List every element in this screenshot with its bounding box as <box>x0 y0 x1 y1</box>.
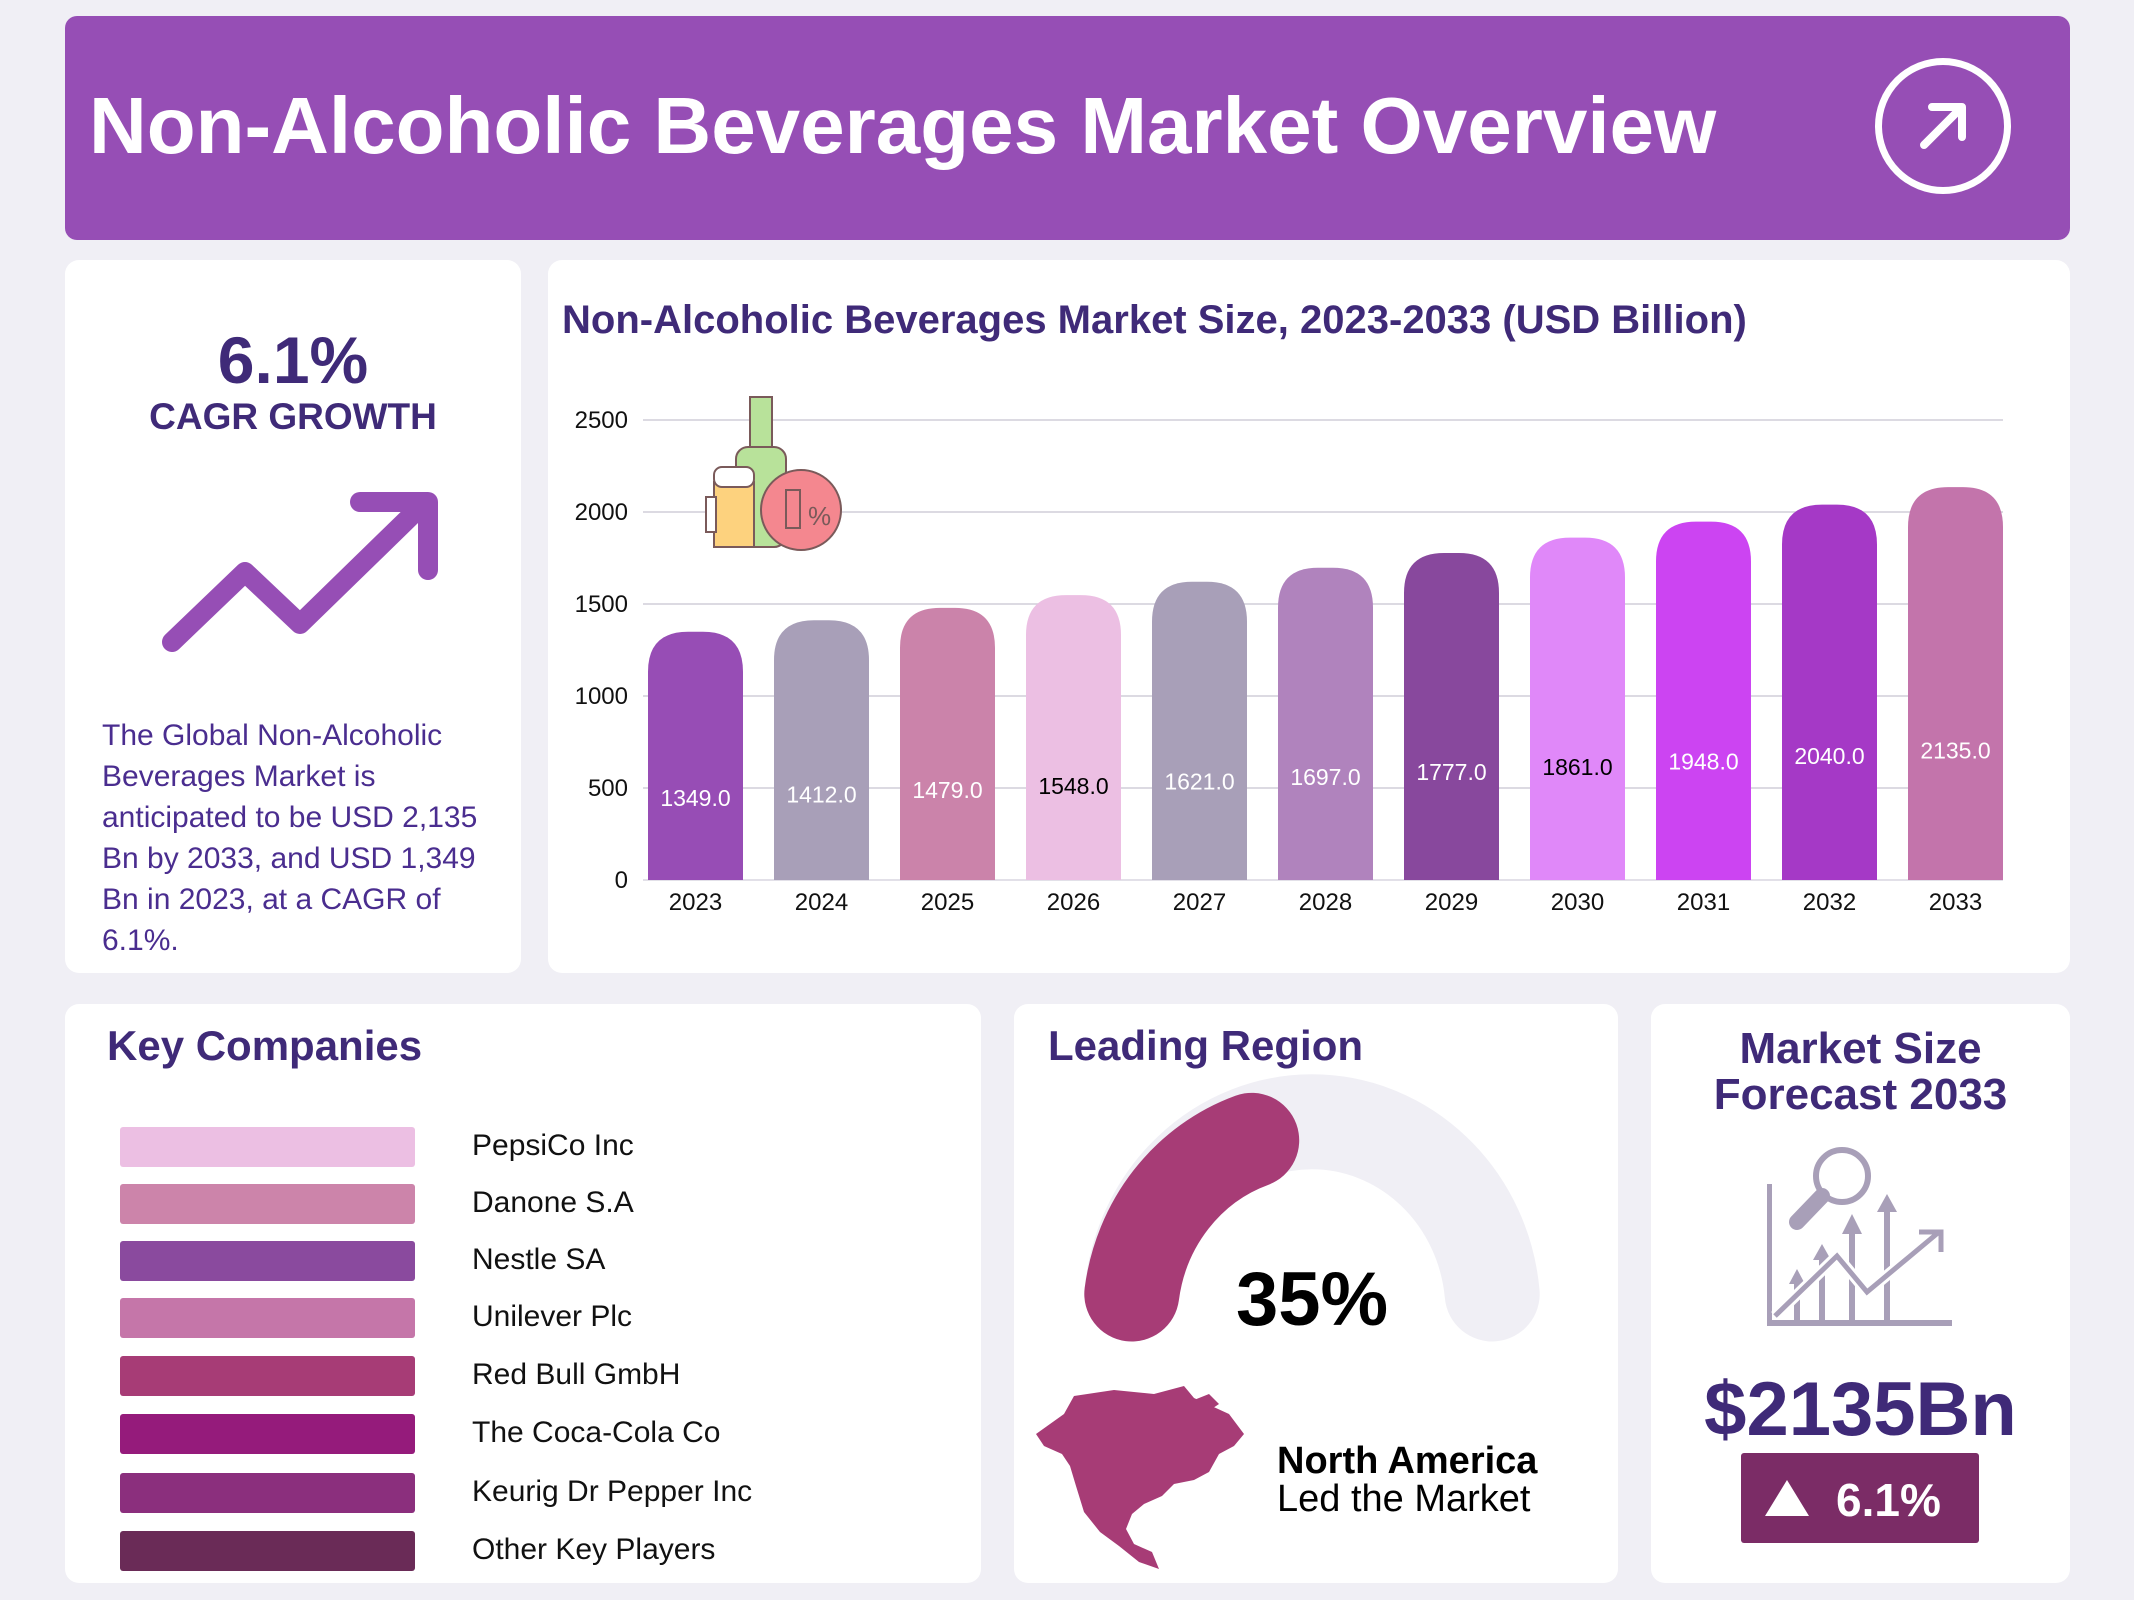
header-banner: Non-Alcoholic Beverages Market Overview <box>65 16 2070 240</box>
growth-value: 6.1% <box>1836 1474 1941 1526</box>
company-name: Keurig Dr Pepper Inc <box>472 1475 753 1508</box>
chart-title: Non-Alcoholic Beverages Market Size, 202… <box>562 298 1747 342</box>
y-tick-label: 0 <box>615 867 628 894</box>
trend-up-arrow-icon <box>162 492 438 652</box>
region-name: North America <box>1277 1440 1538 1482</box>
bar <box>900 607 995 880</box>
data-label: 1861.0 <box>1542 754 1612 780</box>
arrow-up-right-circle-icon[interactable] <box>1875 58 2011 194</box>
bar <box>1026 595 1121 880</box>
data-label: 1479.0 <box>912 777 982 803</box>
bar <box>774 620 869 880</box>
company-swatch <box>120 1356 415 1396</box>
bar <box>648 631 743 880</box>
x-tick-label: 2031 <box>1677 889 1730 916</box>
forecast-title-line2: Forecast 2033 <box>1713 1070 2008 1119</box>
cagr-label: CAGR GROWTH <box>149 396 437 437</box>
data-label: 1349.0 <box>660 785 730 811</box>
company-swatch <box>120 1414 415 1454</box>
growth-badge: 6.1% <box>1741 1453 1979 1543</box>
company-swatch <box>120 1241 415 1281</box>
data-label: 2135.0 <box>1920 737 1990 763</box>
x-tick-label: 2023 <box>669 889 722 916</box>
data-label: 1548.0 <box>1038 773 1108 799</box>
key-companies-title: Key Companies <box>107 1022 423 1069</box>
company-name: Other Key Players <box>472 1533 716 1566</box>
data-label: 1621.0 <box>1164 769 1234 795</box>
company-name: Unilever Plc <box>472 1300 633 1333</box>
x-tick-label: 2030 <box>1551 889 1604 916</box>
y-tick-label: 1000 <box>575 683 628 710</box>
data-label: 1777.0 <box>1416 759 1486 785</box>
company-name: Red Bull GmbH <box>472 1358 681 1391</box>
chart-panel: Non-Alcoholic Beverages Market Size, 202… <box>548 260 2070 973</box>
svg-text:%: % <box>808 501 831 531</box>
x-tick-label: 2025 <box>921 889 974 916</box>
forecast-value: $2135Bn <box>1704 1367 2017 1452</box>
bar <box>1908 487 2003 880</box>
company-name: PepsiCo Inc <box>472 1129 634 1162</box>
company-swatch <box>120 1127 415 1167</box>
bar <box>1782 504 1877 880</box>
bar-chart: 0 500 1000 1500 2000 2500 1349.0 2023 1412.0 2024… <box>575 396 2003 916</box>
bar <box>1404 553 1499 880</box>
region-gauge <box>1084 1074 1540 1342</box>
beverages-zero-percent-icon: % <box>705 396 842 551</box>
x-tick-label: 2032 <box>1803 889 1856 916</box>
north-america-map-icon <box>1036 1386 1244 1569</box>
company-swatch <box>120 1184 415 1224</box>
company-swatch <box>120 1531 415 1571</box>
x-tick-label: 2027 <box>1173 889 1226 916</box>
triangle-up-icon <box>1765 1480 1809 1516</box>
market-analysis-chart-icon <box>1767 1147 1952 1326</box>
data-label: 1412.0 <box>786 781 856 807</box>
leading-region-title: Leading Region <box>1048 1022 1363 1069</box>
page-title: Non-Alcoholic Beverages Market Overview <box>89 81 1717 170</box>
leading-region-panel: Leading Region 35% North America Led the… <box>1014 1004 1618 1583</box>
cagr-value: 6.1% <box>217 323 369 397</box>
x-tick-label: 2028 <box>1299 889 1352 916</box>
company-swatch <box>120 1298 415 1338</box>
data-label: 1697.0 <box>1290 764 1360 790</box>
x-tick-label: 2024 <box>795 889 848 916</box>
bar <box>1656 521 1751 880</box>
y-tick-label: 2000 <box>575 499 628 526</box>
key-companies-panel: Key Companies PepsiCo Inc Danone S.A Nestl… <box>65 1004 981 1583</box>
company-name: Danone S.A <box>472 1186 634 1219</box>
region-subtitle: Led the Market <box>1277 1478 1531 1520</box>
gauge-fill <box>1084 1092 1300 1342</box>
cagr-description: The Global Non-Alcoholic Beverages Marke… <box>102 719 478 957</box>
bar <box>1278 567 1373 880</box>
company-name: Nestle SA <box>472 1243 606 1276</box>
region-percent: 35% <box>1235 1257 1389 1342</box>
forecast-panel: Market Size Forecast 2033 $2135Bn 6.1% <box>1651 1004 2070 1583</box>
data-label: 1948.0 <box>1668 749 1738 775</box>
bar <box>1152 581 1247 880</box>
forecast-title-line1: Market Size <box>1739 1024 1982 1073</box>
data-label: 2040.0 <box>1794 743 1864 769</box>
company-name: The Coca-Cola Co <box>472 1416 721 1449</box>
y-tick-label: 1500 <box>575 591 628 618</box>
bar <box>1530 537 1625 880</box>
company-swatch <box>120 1473 415 1513</box>
cagr-panel: 6.1% CAGR GROWTH The Global Non-Alcoholi… <box>65 260 521 973</box>
x-tick-label: 2026 <box>1047 889 1100 916</box>
y-tick-label: 500 <box>588 775 628 802</box>
x-tick-label: 2029 <box>1425 889 1478 916</box>
y-tick-label: 2500 <box>575 407 628 434</box>
x-tick-label: 2033 <box>1929 889 1982 916</box>
